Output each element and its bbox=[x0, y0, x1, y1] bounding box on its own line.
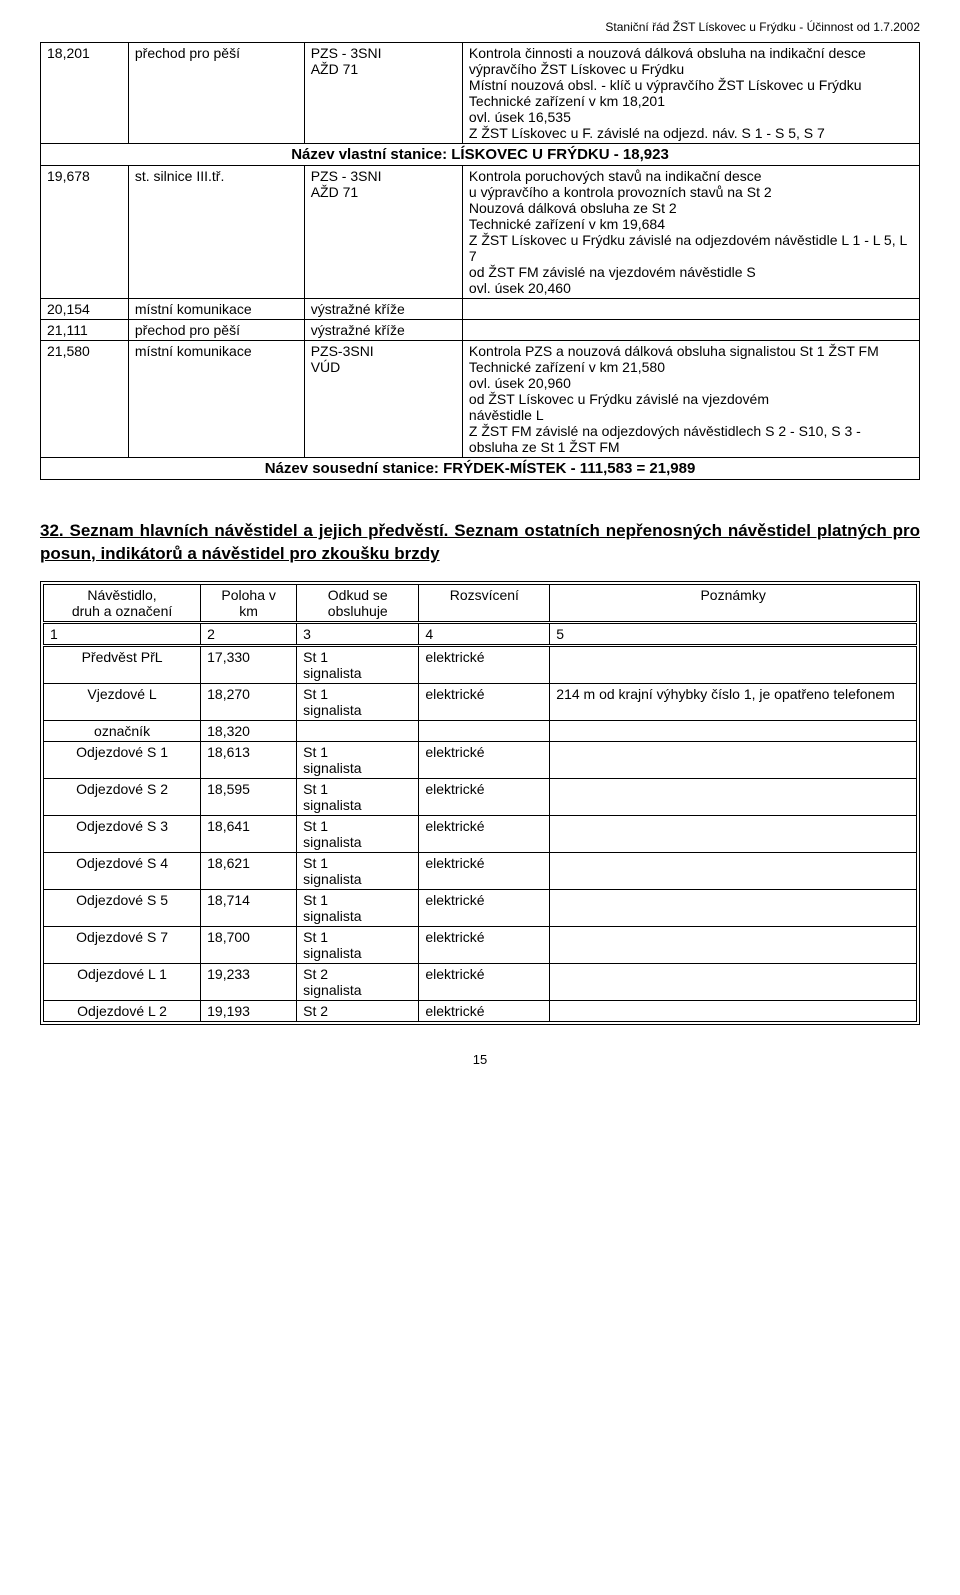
table-cell: St 1signalista bbox=[297, 815, 419, 852]
table-cell: St 1signalista bbox=[297, 926, 419, 963]
section-title: Název sousední stanice: FRÝDEK-MÍSTEK - … bbox=[41, 458, 920, 480]
signals-header-2: Poloha vkm bbox=[201, 584, 297, 622]
page-number: 15 bbox=[40, 1052, 920, 1067]
table-cell: PZS-3SNIVÚD bbox=[304, 341, 462, 458]
table-cell: 21,580 bbox=[41, 341, 129, 458]
table-cell: St 1signalista bbox=[297, 852, 419, 889]
table-cell: St 1signalista bbox=[297, 778, 419, 815]
table-cell: 18,320 bbox=[201, 720, 297, 741]
signals-header-4: Rozsvícení bbox=[419, 584, 550, 622]
table-cell: st. silnice III.tř. bbox=[128, 166, 304, 299]
table-cell bbox=[462, 299, 919, 320]
table-cell: elektrické bbox=[419, 1000, 550, 1021]
table-cell: Předvěst PřL bbox=[44, 645, 201, 683]
table-cell: 214 m od krajní výhybky číslo 1, je opat… bbox=[550, 683, 917, 720]
signals-colnum-1: 1 bbox=[44, 622, 201, 645]
table-cell: elektrické bbox=[419, 778, 550, 815]
section-32-heading: 32. Seznam hlavních návěstidel a jejich … bbox=[40, 520, 920, 566]
table-cell: 18,201 bbox=[41, 43, 129, 144]
table-cell: 19,193 bbox=[201, 1000, 297, 1021]
table-cell: 20,154 bbox=[41, 299, 129, 320]
table-cell: 18,270 bbox=[201, 683, 297, 720]
signals-header-1: Návěstidlo,druh a označení bbox=[44, 584, 201, 622]
table-cell bbox=[550, 963, 917, 1000]
section-title: Název vlastní stanice: LÍSKOVEC U FRÝDKU… bbox=[41, 144, 920, 166]
table-cell bbox=[550, 852, 917, 889]
table-cell bbox=[550, 889, 917, 926]
table-cell: výstražné kříže bbox=[304, 299, 462, 320]
table-cell bbox=[550, 815, 917, 852]
table-cell: Odjezdové L 1 bbox=[44, 963, 201, 1000]
crossings-table: 18,201přechod pro pěšíPZS - 3SNIAŽD 71Ko… bbox=[40, 42, 920, 480]
signals-colnum-5: 5 bbox=[550, 622, 917, 645]
table-cell: St 2signalista bbox=[297, 963, 419, 1000]
table-cell: Kontrola činnosti a nouzová dálková obsl… bbox=[462, 43, 919, 144]
table-cell bbox=[550, 645, 917, 683]
table-cell: Vjezdové L bbox=[44, 683, 201, 720]
table-cell: 18,714 bbox=[201, 889, 297, 926]
signals-table: Návěstidlo,druh a označení Poloha vkm Od… bbox=[43, 584, 917, 1022]
table-cell: Odjezdové S 3 bbox=[44, 815, 201, 852]
table-cell: 21,111 bbox=[41, 320, 129, 341]
signals-header-5: Poznámky bbox=[550, 584, 917, 622]
table-cell: 19,233 bbox=[201, 963, 297, 1000]
table-cell: 18,641 bbox=[201, 815, 297, 852]
table-cell: 19,678 bbox=[41, 166, 129, 299]
table-cell: St 1signalista bbox=[297, 683, 419, 720]
table-cell bbox=[550, 720, 917, 741]
table-cell: St 2 bbox=[297, 1000, 419, 1021]
signals-header-3: Odkud seobsluhuje bbox=[297, 584, 419, 622]
table-cell: 18,700 bbox=[201, 926, 297, 963]
table-cell: místní komunikace bbox=[128, 299, 304, 320]
table-cell: St 1signalista bbox=[297, 741, 419, 778]
table-cell: 18,613 bbox=[201, 741, 297, 778]
table-cell bbox=[462, 320, 919, 341]
table-cell: elektrické bbox=[419, 645, 550, 683]
table-cell: výstražné kříže bbox=[304, 320, 462, 341]
table-cell: elektrické bbox=[419, 683, 550, 720]
table-cell bbox=[550, 778, 917, 815]
table-cell bbox=[419, 720, 550, 741]
table-cell: přechod pro pěší bbox=[128, 43, 304, 144]
table-cell: St 1signalista bbox=[297, 889, 419, 926]
table-cell: elektrické bbox=[419, 741, 550, 778]
table-cell: Odjezdové S 4 bbox=[44, 852, 201, 889]
table-cell: Kontrola poruchových stavů na indikační … bbox=[462, 166, 919, 299]
table-cell bbox=[297, 720, 419, 741]
table-cell: místní komunikace bbox=[128, 341, 304, 458]
table-cell: Kontrola PZS a nouzová dálková obsluha s… bbox=[462, 341, 919, 458]
signals-colnum-3: 3 bbox=[297, 622, 419, 645]
table-cell: elektrické bbox=[419, 963, 550, 1000]
table-cell bbox=[550, 1000, 917, 1021]
table-cell: Odjezdové S 7 bbox=[44, 926, 201, 963]
table-cell bbox=[550, 926, 917, 963]
table-cell: Odjezdové S 1 bbox=[44, 741, 201, 778]
signals-colnum-2: 2 bbox=[201, 622, 297, 645]
table-cell: St 1signalista bbox=[297, 645, 419, 683]
table-cell: Odjezdové S 5 bbox=[44, 889, 201, 926]
table-cell: elektrické bbox=[419, 815, 550, 852]
table-cell: 18,595 bbox=[201, 778, 297, 815]
signals-colnum-4: 4 bbox=[419, 622, 550, 645]
table-cell: označník bbox=[44, 720, 201, 741]
table-cell: přechod pro pěší bbox=[128, 320, 304, 341]
page-header: Staniční řád ŽST Lískovec u Frýdku - Úči… bbox=[40, 20, 920, 34]
table-cell: Odjezdové L 2 bbox=[44, 1000, 201, 1021]
table-cell: Odjezdové S 2 bbox=[44, 778, 201, 815]
table-cell: 17,330 bbox=[201, 645, 297, 683]
table-cell bbox=[550, 741, 917, 778]
table-cell: elektrické bbox=[419, 889, 550, 926]
table-cell: 18,621 bbox=[201, 852, 297, 889]
table-cell: PZS - 3SNIAŽD 71 bbox=[304, 166, 462, 299]
table-cell: PZS - 3SNIAŽD 71 bbox=[304, 43, 462, 144]
table-cell: elektrické bbox=[419, 852, 550, 889]
table-cell: elektrické bbox=[419, 926, 550, 963]
